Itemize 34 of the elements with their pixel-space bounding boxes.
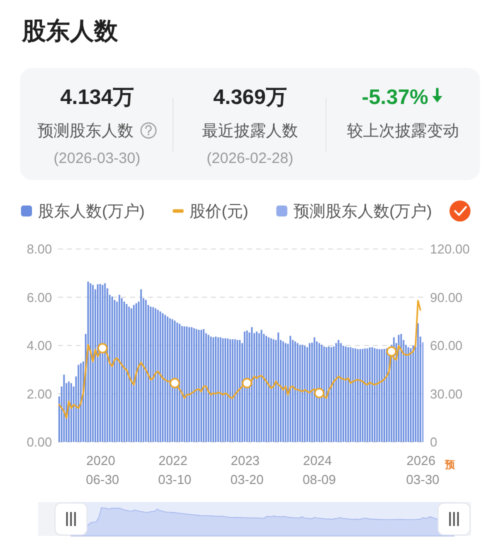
x-tick-label: 2024 08-09 <box>302 453 336 487</box>
y2-tick-label: 0 <box>430 434 438 450</box>
x-tick-label: 2020 06-30 <box>86 453 120 487</box>
text: 股东人数 <box>21 18 119 45</box>
legend-label: 股东人数(万户) <box>38 202 145 220</box>
text: 预 <box>444 459 456 471</box>
line-series <box>58 300 422 419</box>
text: 较上次披露变动 <box>347 122 459 140</box>
legend-label: 预测股东人数(万户) <box>293 202 432 220</box>
text: 4.369万 <box>213 86 287 109</box>
x-tick-label: 2023 03-20 <box>230 453 264 487</box>
x-tick-label: 2022 03-10 <box>158 453 192 487</box>
y-tick-label: 2.00 <box>26 386 52 402</box>
legend-label: 股价(元) <box>190 204 248 220</box>
y-tick-label: 8.00 <box>26 242 52 256</box>
text: 4.134万 <box>60 86 134 109</box>
point <box>97 343 108 354</box>
point <box>242 378 252 388</box>
y2-tick-label: 120.00 <box>430 242 470 256</box>
text: (2026-02-28) <box>206 150 294 167</box>
point <box>314 388 324 398</box>
text: -5.37% <box>362 86 429 109</box>
y2-tick-label: 90.00 <box>430 290 463 305</box>
x-tick-label: 2026 03-30 <box>406 453 440 487</box>
y2-tick-label: 60.00 <box>430 338 463 353</box>
text: (2026-03-30) <box>54 150 140 167</box>
y-tick-label: 6.00 <box>26 290 52 305</box>
y2-tick-label: 30.00 <box>430 386 463 402</box>
text: 预测股东人数 <box>38 122 134 140</box>
point <box>386 346 397 357</box>
text: 最近披露人数 <box>202 122 298 140</box>
point <box>170 378 180 388</box>
y-tick-label: 4.00 <box>26 338 52 353</box>
y-tick-label: 0.00 <box>26 434 52 450</box>
